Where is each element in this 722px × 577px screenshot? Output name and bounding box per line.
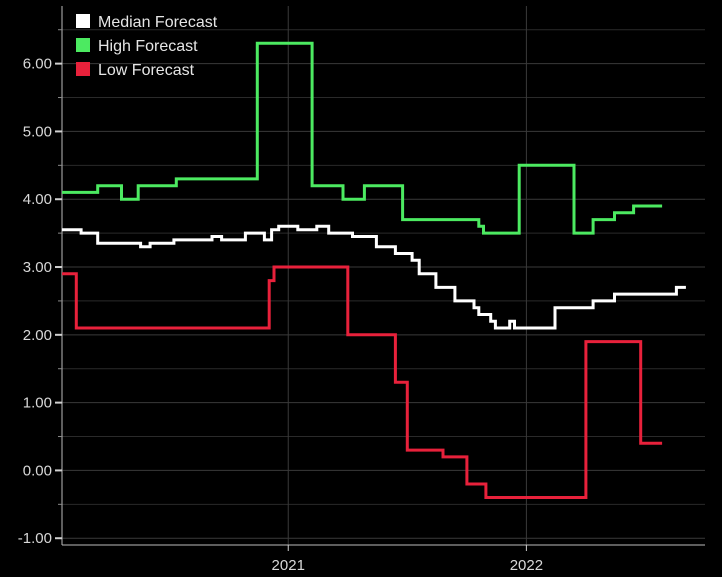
legend-label-median-forecast: Median Forecast	[98, 14, 218, 31]
y-tick-label: 0.00	[23, 462, 52, 479]
y-tick-label: -1.00	[18, 530, 52, 547]
legend-label-low-forecast: Low Forecast	[98, 62, 195, 79]
legend-swatch-high-forecast	[76, 38, 90, 52]
series-lines	[62, 41, 686, 499]
y-tick-label: 5.00	[23, 123, 52, 140]
legend-swatch-median-forecast	[76, 14, 90, 28]
legend-label-high-forecast: High Forecast	[98, 38, 198, 55]
gridlines	[62, 6, 705, 545]
y-tick-label: 1.00	[23, 395, 52, 412]
y-tick-label: 2.00	[23, 327, 52, 344]
series-line-median-forecast	[62, 224, 686, 330]
series-line-high-forecast	[62, 41, 663, 235]
series-line-low-forecast	[62, 265, 663, 499]
x-tick-label: 2021	[272, 557, 305, 574]
y-tick-label: 6.00	[23, 56, 52, 73]
y-tick-label: 3.00	[23, 259, 52, 276]
legend-swatch-low-forecast	[76, 62, 90, 76]
y-tick-label: 4.00	[23, 191, 52, 208]
x-tick-label: 2022	[510, 557, 543, 574]
axes: 6.00 5.00 4.00 3.00 2.00 1.00 0.00 -1.00 2021 202…	[18, 6, 705, 574]
legend: Median Forecast High Forecast Low Forecast	[76, 14, 218, 79]
